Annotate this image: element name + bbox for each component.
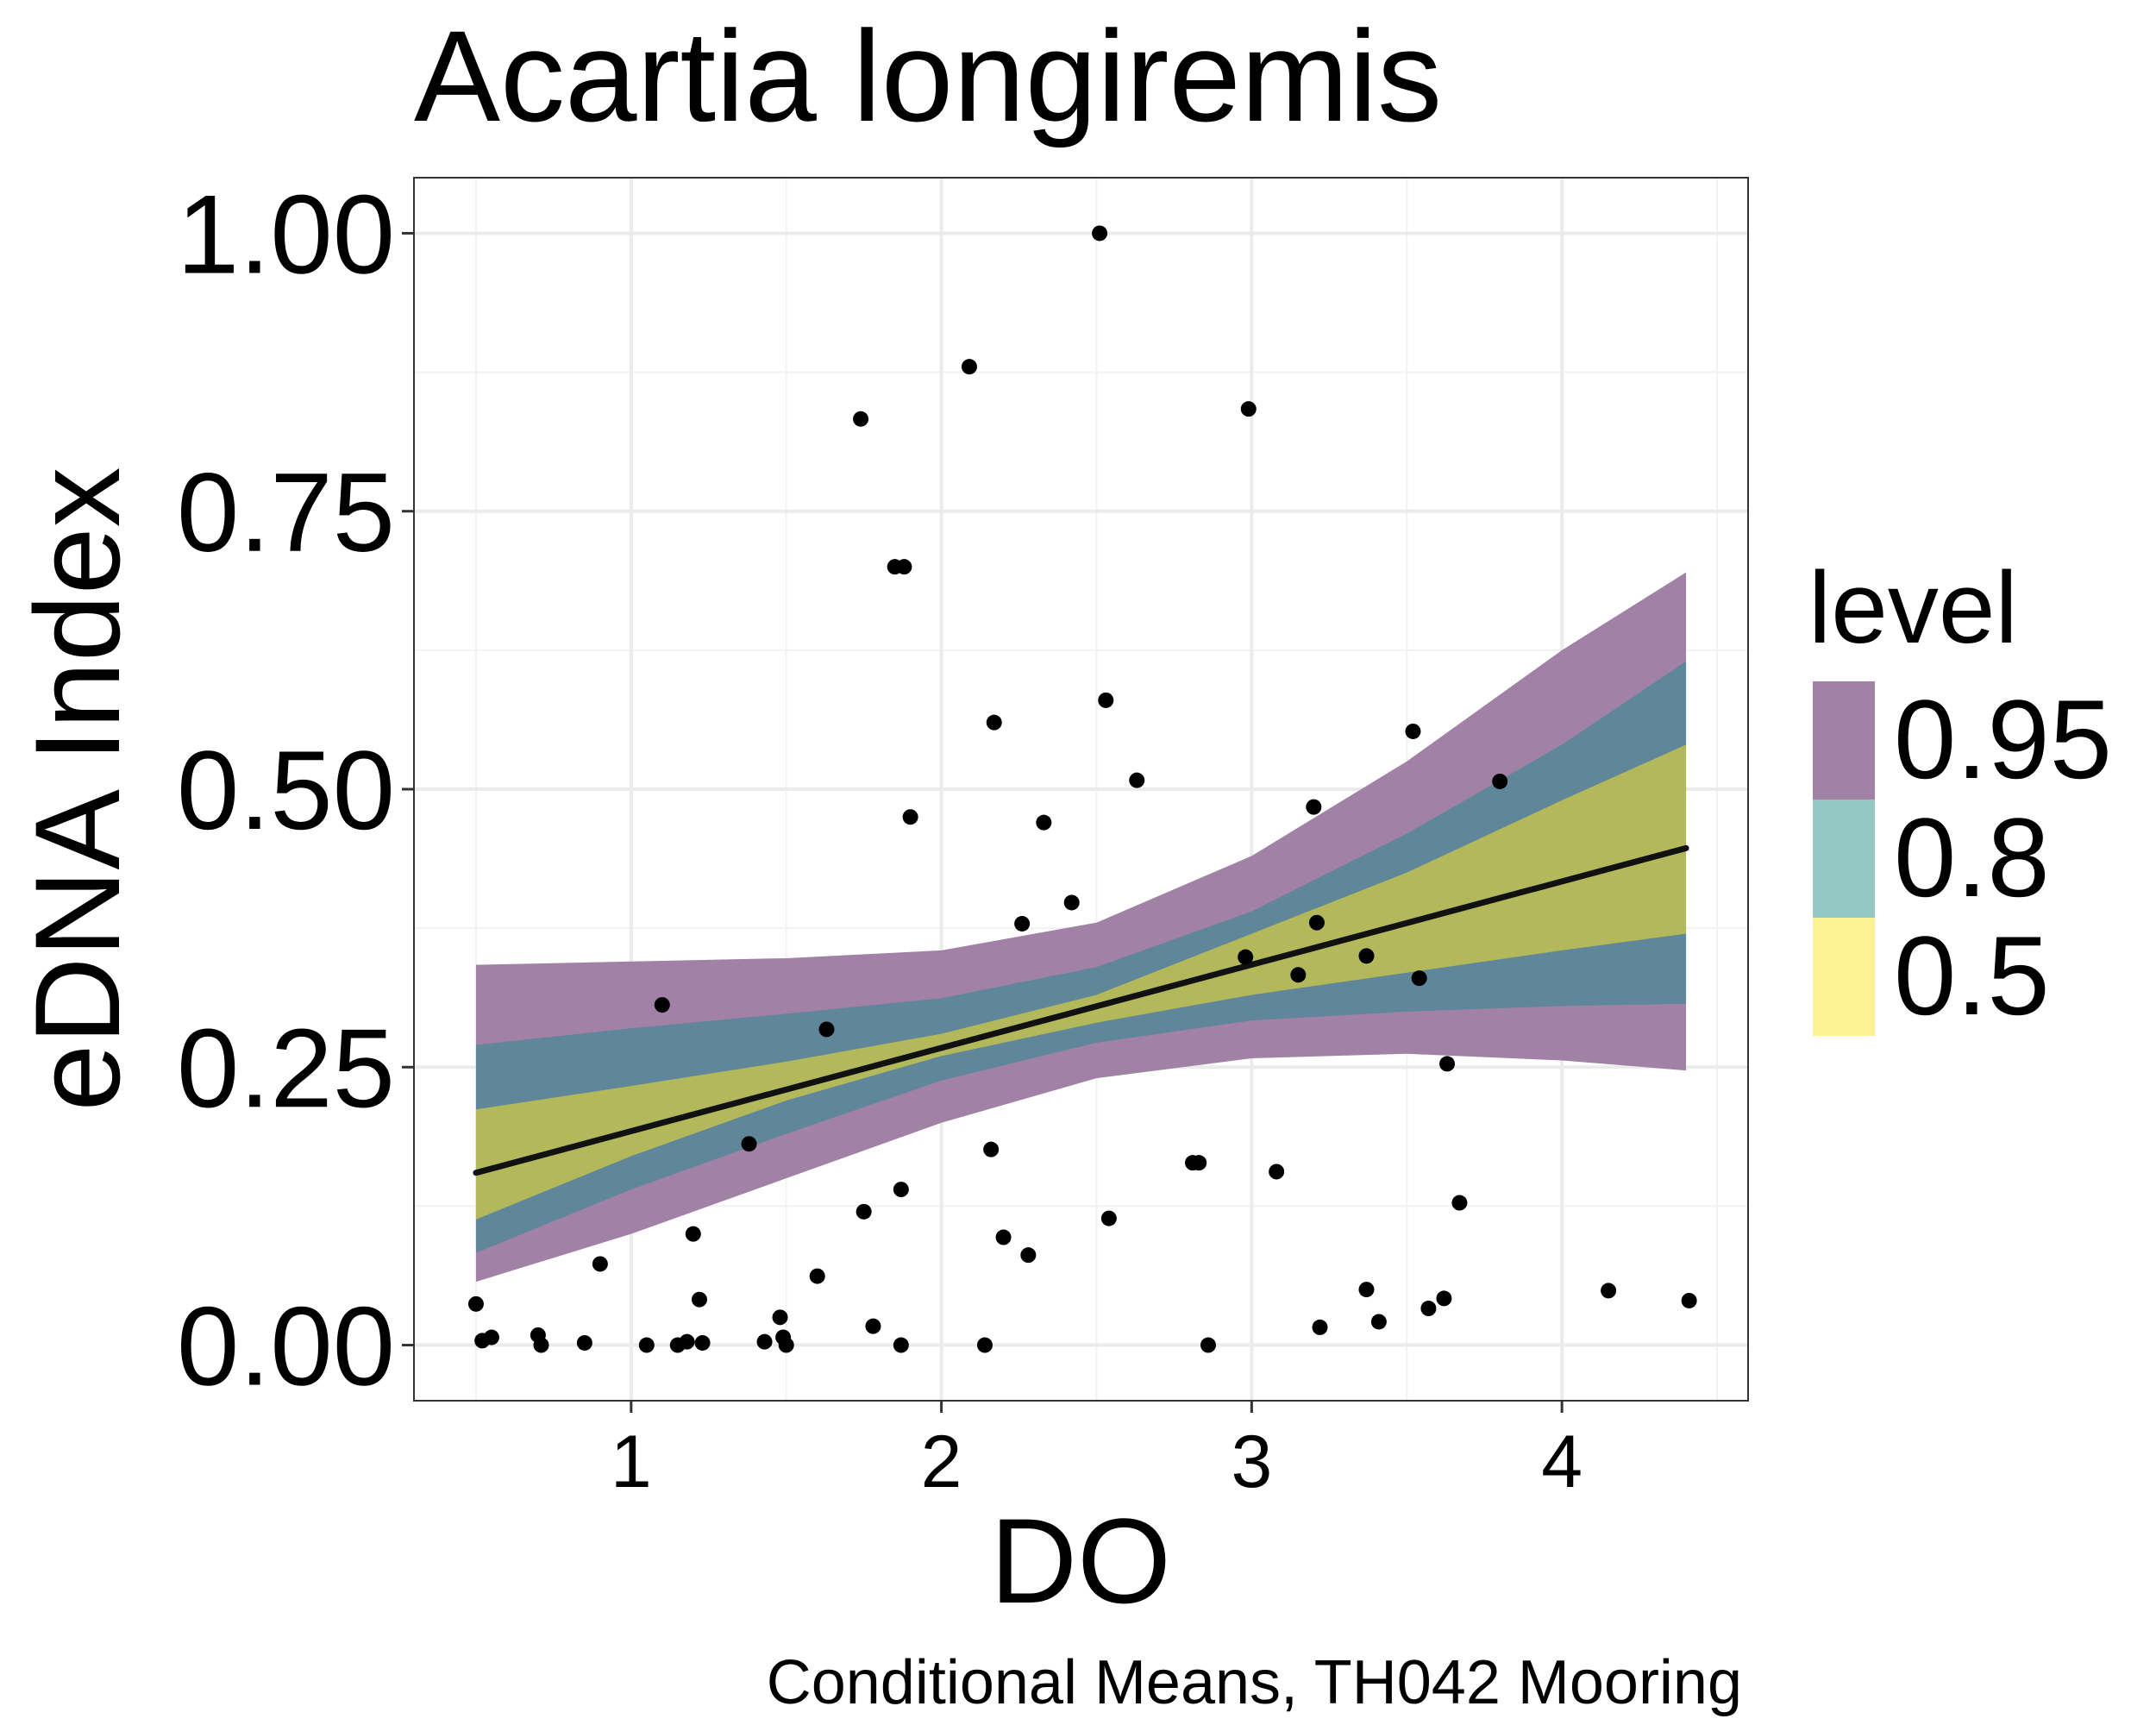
credible-ribbons [475, 572, 1687, 1283]
data-points [467, 225, 1697, 1353]
data-point [893, 1182, 909, 1198]
data-point [1129, 772, 1145, 788]
data-point [1092, 225, 1108, 242]
x-tick-label: 4 [1541, 1421, 1583, 1503]
mean-line [473, 844, 1689, 1176]
data-point [679, 1333, 695, 1350]
data-point [1436, 1290, 1452, 1307]
data-point [1312, 1319, 1328, 1335]
data-point [976, 1337, 993, 1353]
data-point [1439, 1056, 1456, 1072]
y-tick-label: 0.50 [177, 727, 395, 853]
data-point [756, 1333, 773, 1350]
data-point [533, 1337, 549, 1353]
y-tick-label: 1.00 [177, 171, 395, 297]
data-point [986, 714, 1002, 731]
data-point [654, 997, 670, 1013]
data-point [741, 1136, 757, 1152]
data-point [961, 359, 977, 375]
data-point [1098, 692, 1114, 708]
x-axis-label: DO [990, 1493, 1171, 1628]
data-point [1451, 1195, 1468, 1211]
data-point [1370, 1314, 1387, 1330]
chart-title: Acartia longiremis [414, 3, 1442, 148]
data-point [1014, 915, 1031, 932]
legend-key-0-95 [1813, 681, 1875, 800]
legend-label: 0.5 [1894, 913, 2050, 1038]
legend-title: level [1808, 551, 2018, 665]
y-axis: 0.00 0.25 0.50 0.75 1.00 [177, 171, 414, 1409]
data-point [483, 1329, 499, 1346]
legend-key-0-8 [1813, 800, 1875, 918]
data-point [1036, 814, 1052, 831]
data-point [1308, 914, 1325, 931]
data-point [638, 1337, 655, 1353]
data-point [995, 1229, 1012, 1245]
ribbon-0-5 [475, 744, 1687, 1220]
chart-caption: Conditional Means, TH042 Mooring [767, 1648, 1742, 1717]
data-point [467, 1295, 484, 1312]
data-point [865, 1318, 881, 1334]
data-point [1191, 1155, 1207, 1171]
data-point [1601, 1283, 1617, 1299]
data-point [1405, 723, 1421, 739]
data-point [856, 1203, 872, 1220]
data-point [694, 1334, 711, 1351]
data-point [778, 1337, 794, 1353]
data-point [1306, 799, 1322, 815]
data-point [902, 809, 918, 825]
data-point [809, 1268, 825, 1284]
data-point [896, 559, 912, 575]
data-point [691, 1291, 707, 1308]
x-tick-label: 2 [921, 1421, 962, 1503]
ribbon-0-8 [475, 661, 1687, 1253]
y-tick-label: 0.75 [177, 449, 395, 575]
data-point [1420, 1301, 1437, 1317]
legend-key-0-5 [1813, 918, 1875, 1036]
y-tick-label: 0.25 [177, 1005, 395, 1131]
data-point [853, 411, 869, 427]
data-point [1100, 1210, 1117, 1226]
data-point [818, 1021, 835, 1038]
data-point [1269, 1164, 1285, 1180]
data-point [1063, 894, 1080, 911]
data-point [1681, 1292, 1697, 1308]
data-point [893, 1337, 909, 1353]
data-point [1238, 949, 1254, 965]
data-point [1020, 1247, 1037, 1264]
legend-label: 0.95 [1894, 676, 2112, 802]
y-tick-label: 0.00 [177, 1283, 395, 1409]
data-point [983, 1141, 1000, 1157]
y-axis-label: eDNA Index [9, 467, 145, 1111]
legend-label: 0.8 [1894, 794, 2050, 920]
mean-line-layer [473, 844, 1689, 1176]
data-point [685, 1226, 701, 1242]
data-point [1411, 970, 1427, 987]
data-point [1200, 1337, 1217, 1353]
data-point [576, 1334, 592, 1351]
x-tick-label: 1 [611, 1421, 652, 1503]
data-point [1492, 773, 1508, 789]
x-tick-label: 3 [1231, 1421, 1272, 1503]
data-point [1358, 1282, 1375, 1298]
data-point [772, 1309, 788, 1326]
legend: level 0.950.80.5 [1808, 551, 2112, 1038]
data-point [1240, 401, 1257, 417]
data-point [592, 1256, 608, 1272]
data-point [1290, 967, 1307, 983]
x-axis: 1 2 3 4 [611, 1401, 1583, 1503]
data-point [1358, 948, 1375, 964]
